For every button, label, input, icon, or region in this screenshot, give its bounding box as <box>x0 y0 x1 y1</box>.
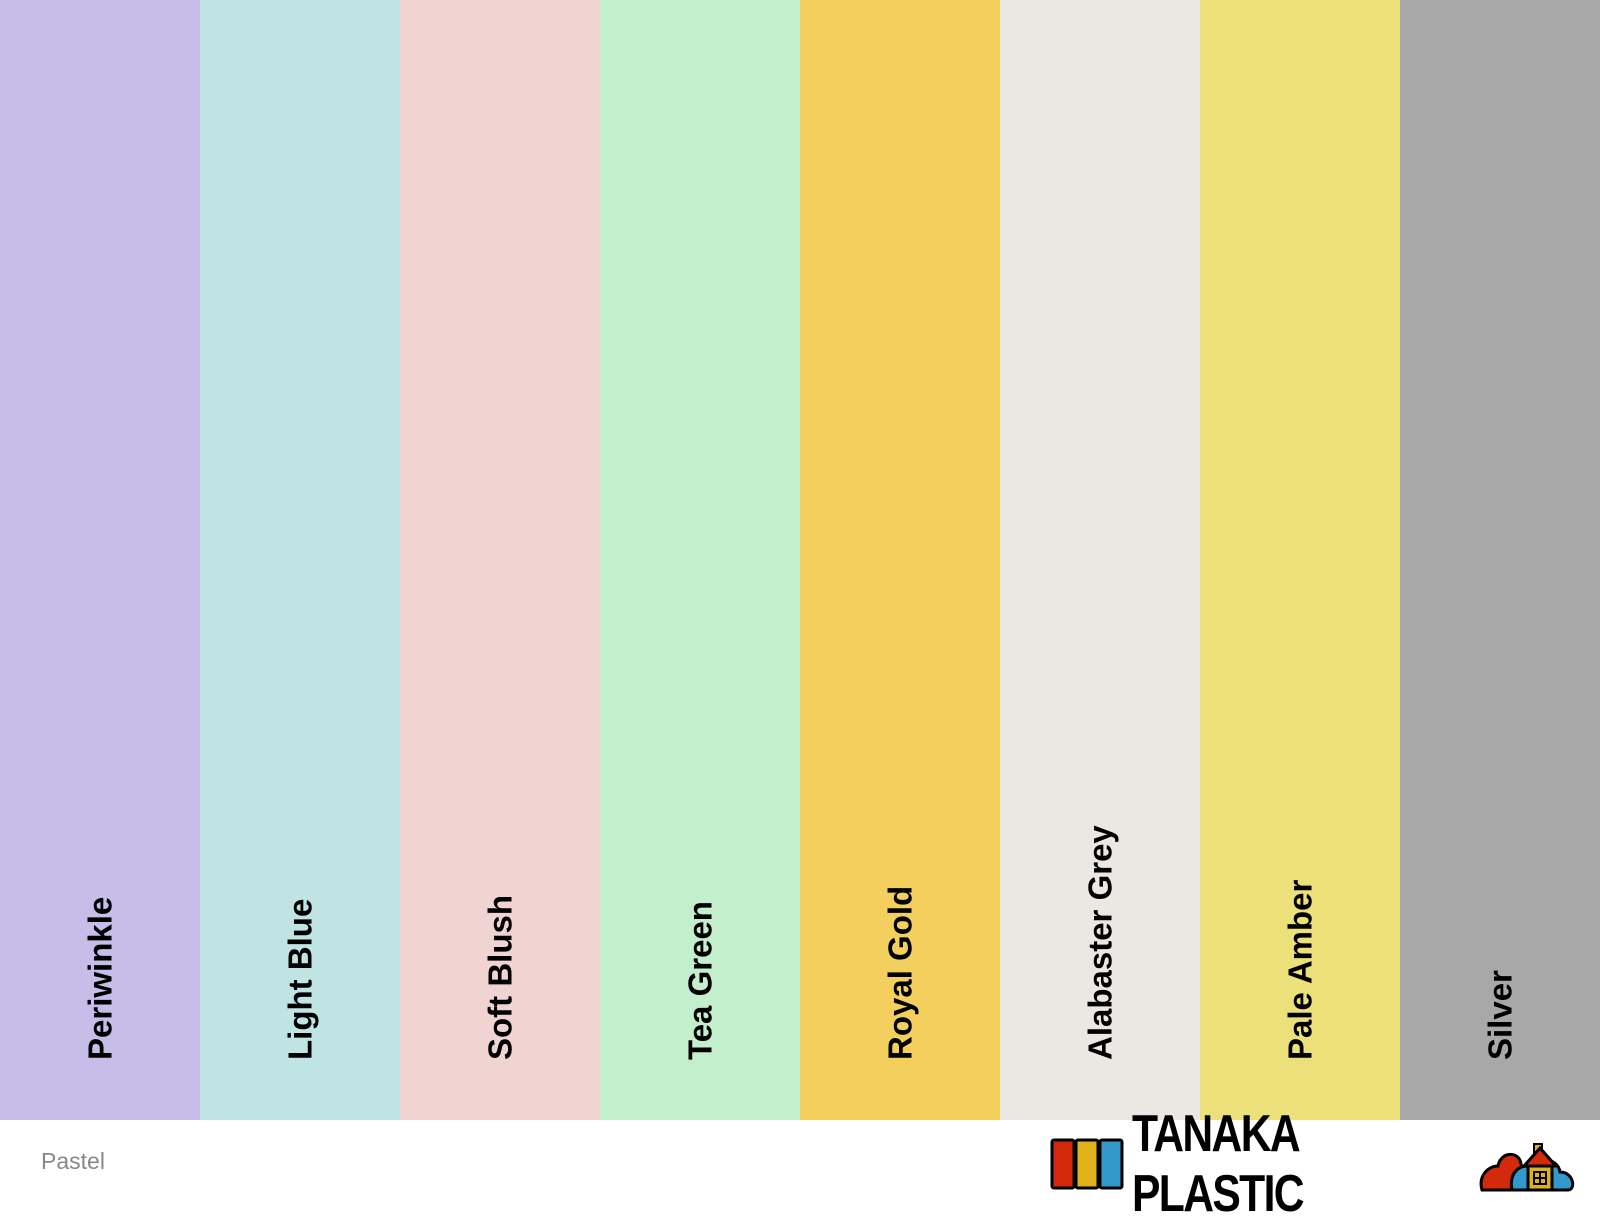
color-swatch: Light Blue <box>200 0 400 1120</box>
swatch-label: Light Blue <box>281 898 319 1060</box>
swatch-label: Silver <box>1481 970 1519 1060</box>
swatch-label: Alabaster Grey <box>1081 825 1119 1060</box>
color-swatch: Pale Amber <box>1200 0 1400 1120</box>
swatch-label: Tea Green <box>681 901 719 1060</box>
palette-name: Pastel <box>41 1148 105 1174</box>
color-swatch: Tea Green <box>600 0 800 1120</box>
color-swatch: Soft Blush <box>400 0 600 1120</box>
color-swatch: Alabaster Grey <box>1000 0 1200 1120</box>
swatch-label: Periwinkle <box>81 896 119 1060</box>
blocks-logo-icon <box>1050 1138 1124 1190</box>
swatch-label: Pale Amber <box>1281 879 1319 1060</box>
tanaka-plastic-logo: TANAKA PLASTIC <box>1050 1105 1578 1223</box>
swatch-label: Soft Blush <box>481 895 519 1060</box>
swatch-label: Royal Gold <box>881 885 919 1060</box>
color-swatch: Royal Gold <box>800 0 1000 1120</box>
color-swatch: Silver <box>1400 0 1600 1120</box>
color-swatch: Periwinkle <box>0 0 200 1120</box>
logo-text: TANAKA PLASTIC <box>1132 1105 1305 1223</box>
swatch-strip: Periwinkle Light Blue Soft Blush Tea Green R… <box>0 0 1600 1120</box>
house-cloud-logo-icon <box>1479 1143 1575 1192</box>
